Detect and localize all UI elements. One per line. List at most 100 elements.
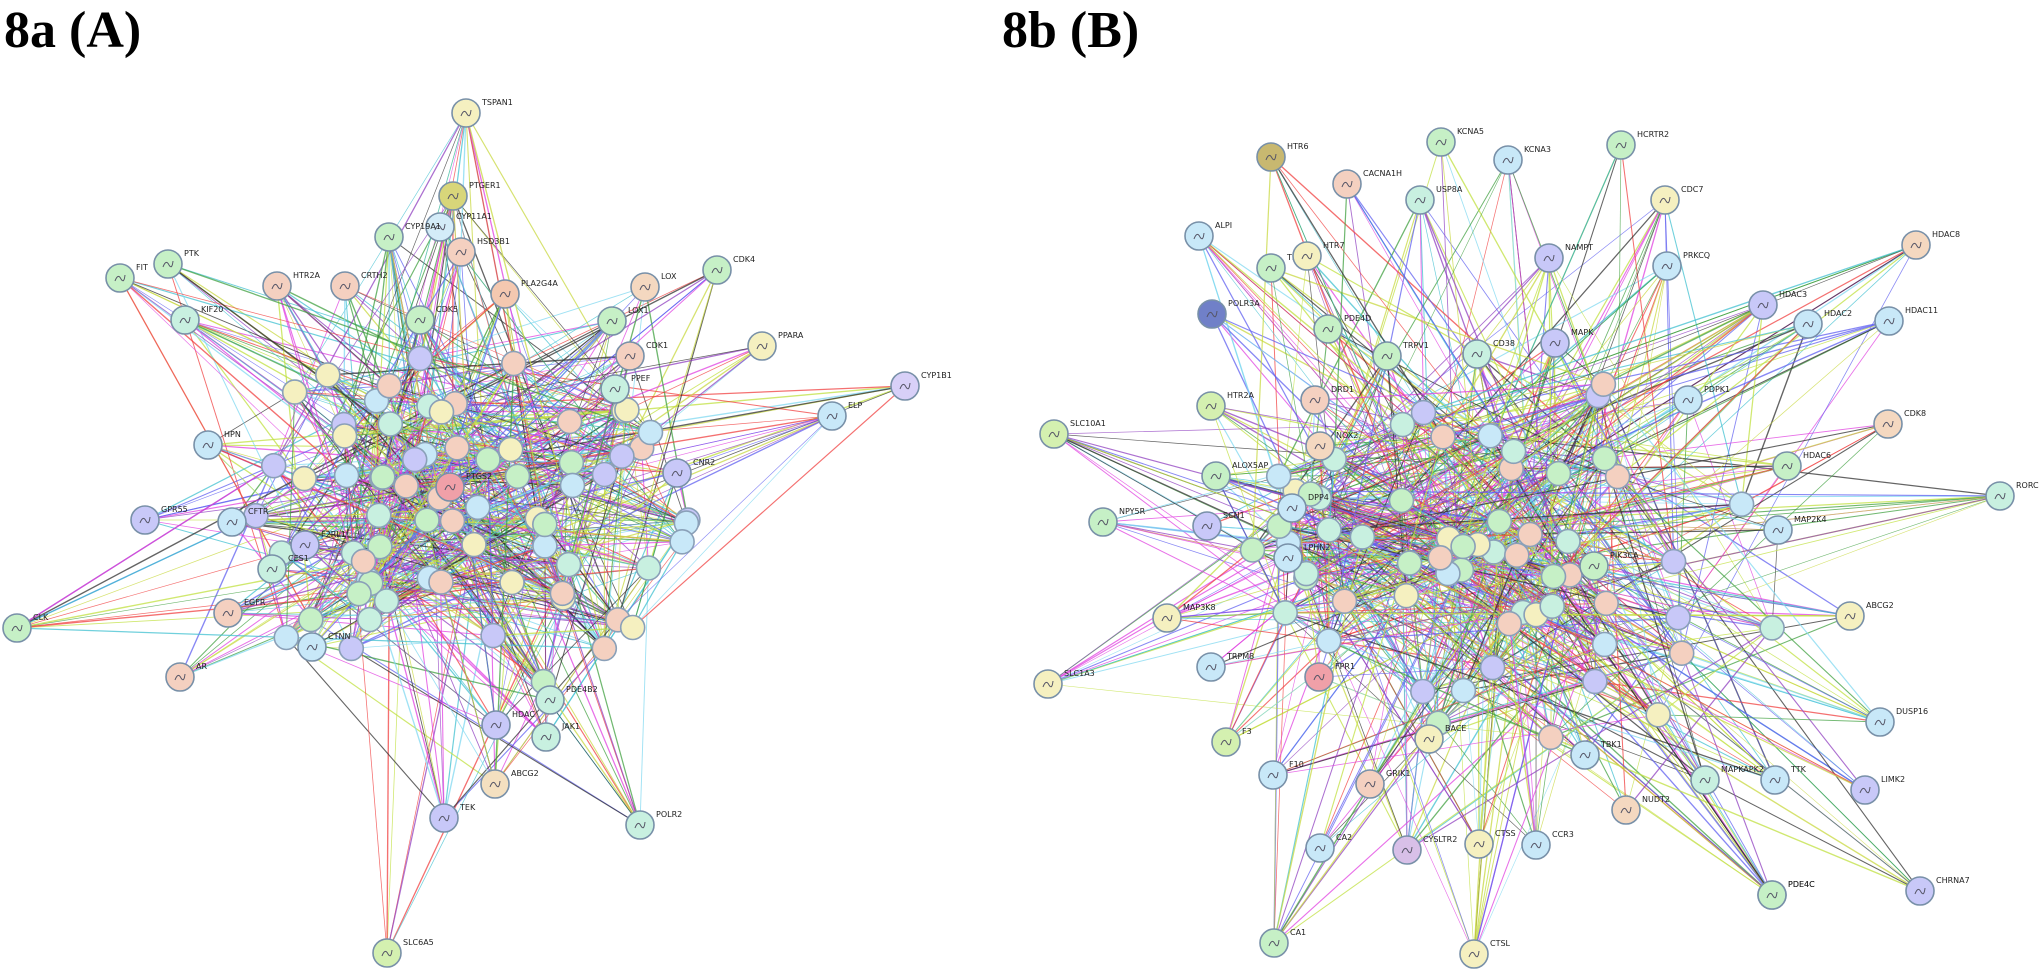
node-circle xyxy=(549,580,576,607)
network-edge xyxy=(1402,424,1776,781)
network-node-unlabeled xyxy=(1450,677,1477,704)
protein-structure-icon xyxy=(339,282,351,290)
network-edge xyxy=(1319,497,1449,539)
network-node: NPY5R xyxy=(1088,507,1146,537)
network-node-unlabeled xyxy=(499,569,525,596)
network-edge xyxy=(1294,490,1424,692)
network-edge xyxy=(632,385,906,628)
network-edge xyxy=(632,415,833,628)
node-circle xyxy=(609,443,635,470)
network-edge xyxy=(1658,714,1881,723)
node-circle xyxy=(1396,550,1423,576)
node-circle xyxy=(635,555,662,581)
node-label: LOX1 xyxy=(628,306,649,315)
protein-structure-icon xyxy=(1435,138,1447,146)
network-edge xyxy=(1406,627,1773,851)
node-label: KCNA5 xyxy=(1457,127,1484,136)
node-label: KCNA3 xyxy=(1524,145,1551,154)
network-edge xyxy=(1409,159,1509,564)
node-circle xyxy=(367,533,393,560)
network-node-unlabeled xyxy=(401,446,428,473)
network-edge xyxy=(1489,395,1599,437)
protein-structure-icon xyxy=(299,541,311,549)
network-edge xyxy=(1490,435,1779,531)
network-node-unlabeled xyxy=(559,472,586,499)
node-label: CHRNA7 xyxy=(1936,876,1970,885)
protein-structure-icon xyxy=(1772,526,1784,534)
network-node: USP8A xyxy=(1405,185,1463,215)
network-edge xyxy=(1405,595,1494,669)
network-node: HTR6 xyxy=(1256,142,1309,172)
protein-structure-icon xyxy=(434,223,446,231)
protein-structure-icon xyxy=(1468,950,1480,958)
network-edge xyxy=(1422,576,1554,692)
network-edge xyxy=(1473,521,1500,955)
network-node: PTGER1 xyxy=(438,181,501,211)
node-circle xyxy=(350,548,377,575)
node-label: POLR3A xyxy=(1228,299,1260,308)
network-edge xyxy=(439,226,683,543)
node-circle xyxy=(1759,615,1785,641)
protein-structure-icon xyxy=(179,316,191,324)
node-circle xyxy=(559,472,586,499)
protein-structure-icon xyxy=(1314,844,1326,852)
node-circle xyxy=(376,372,403,399)
network-node: SCN1 xyxy=(1192,511,1245,541)
network-node-unlabeled xyxy=(1293,560,1320,587)
network-edge xyxy=(487,269,718,460)
network-node: CTSL xyxy=(1459,939,1511,969)
node-circle xyxy=(260,452,287,479)
network-edge xyxy=(1310,493,1773,896)
node-circle xyxy=(356,606,383,633)
protein-structure-icon xyxy=(499,290,511,298)
network-edge xyxy=(1553,576,1606,645)
protein-structure-icon xyxy=(447,192,459,200)
network-edge xyxy=(571,355,631,463)
protein-structure-icon xyxy=(1322,325,1334,333)
network-edge xyxy=(388,385,445,819)
network-edge xyxy=(380,319,421,478)
network-edge xyxy=(389,362,514,387)
network-edge xyxy=(454,269,718,405)
protein-structure-icon xyxy=(438,814,450,822)
network-node-unlabeled xyxy=(1316,517,1342,543)
network-node: GPR55 xyxy=(130,505,188,535)
network-node: CTNN xyxy=(297,632,350,662)
network-edge xyxy=(167,263,377,402)
network-edge xyxy=(1319,468,1512,849)
network-edge xyxy=(639,567,649,826)
network-node-unlabeled xyxy=(1517,521,1543,548)
network-node: LOX1 xyxy=(597,306,649,336)
network-edge xyxy=(1604,458,1866,791)
node-circle xyxy=(556,408,583,435)
node-circle xyxy=(1500,438,1527,465)
network-edge xyxy=(487,459,572,464)
network-edge xyxy=(1270,156,1444,438)
network-node-unlabeled xyxy=(1496,610,1523,637)
node-circle xyxy=(1427,544,1454,571)
node-circle xyxy=(365,502,392,529)
protein-structure-icon xyxy=(139,516,151,524)
network-edge xyxy=(351,581,513,649)
network-node: SLC1A3 xyxy=(1033,669,1095,699)
network-node-unlabeled xyxy=(1265,463,1292,490)
network-node: HTR2A xyxy=(1196,391,1255,421)
node-circle xyxy=(1389,411,1416,438)
protein-structure-icon xyxy=(1042,680,1054,688)
network-edge xyxy=(1535,395,1599,846)
network-node-unlabeled xyxy=(356,606,383,633)
network-node-unlabeled xyxy=(1604,463,1631,490)
protein-structure-icon xyxy=(460,109,472,117)
network-node-unlabeled xyxy=(1728,491,1755,518)
network-edge xyxy=(1593,565,1773,629)
network-edge xyxy=(1314,383,1604,401)
network-edge xyxy=(1493,551,1537,846)
network-edge xyxy=(1279,435,1491,527)
network-node: LPHN2 xyxy=(1273,543,1330,573)
network-edge xyxy=(1225,573,1307,743)
network-edge xyxy=(456,355,631,449)
network-edge xyxy=(1285,612,1851,617)
network-edge xyxy=(454,403,572,464)
node-circle xyxy=(281,379,308,405)
protein-structure-icon xyxy=(899,382,911,390)
